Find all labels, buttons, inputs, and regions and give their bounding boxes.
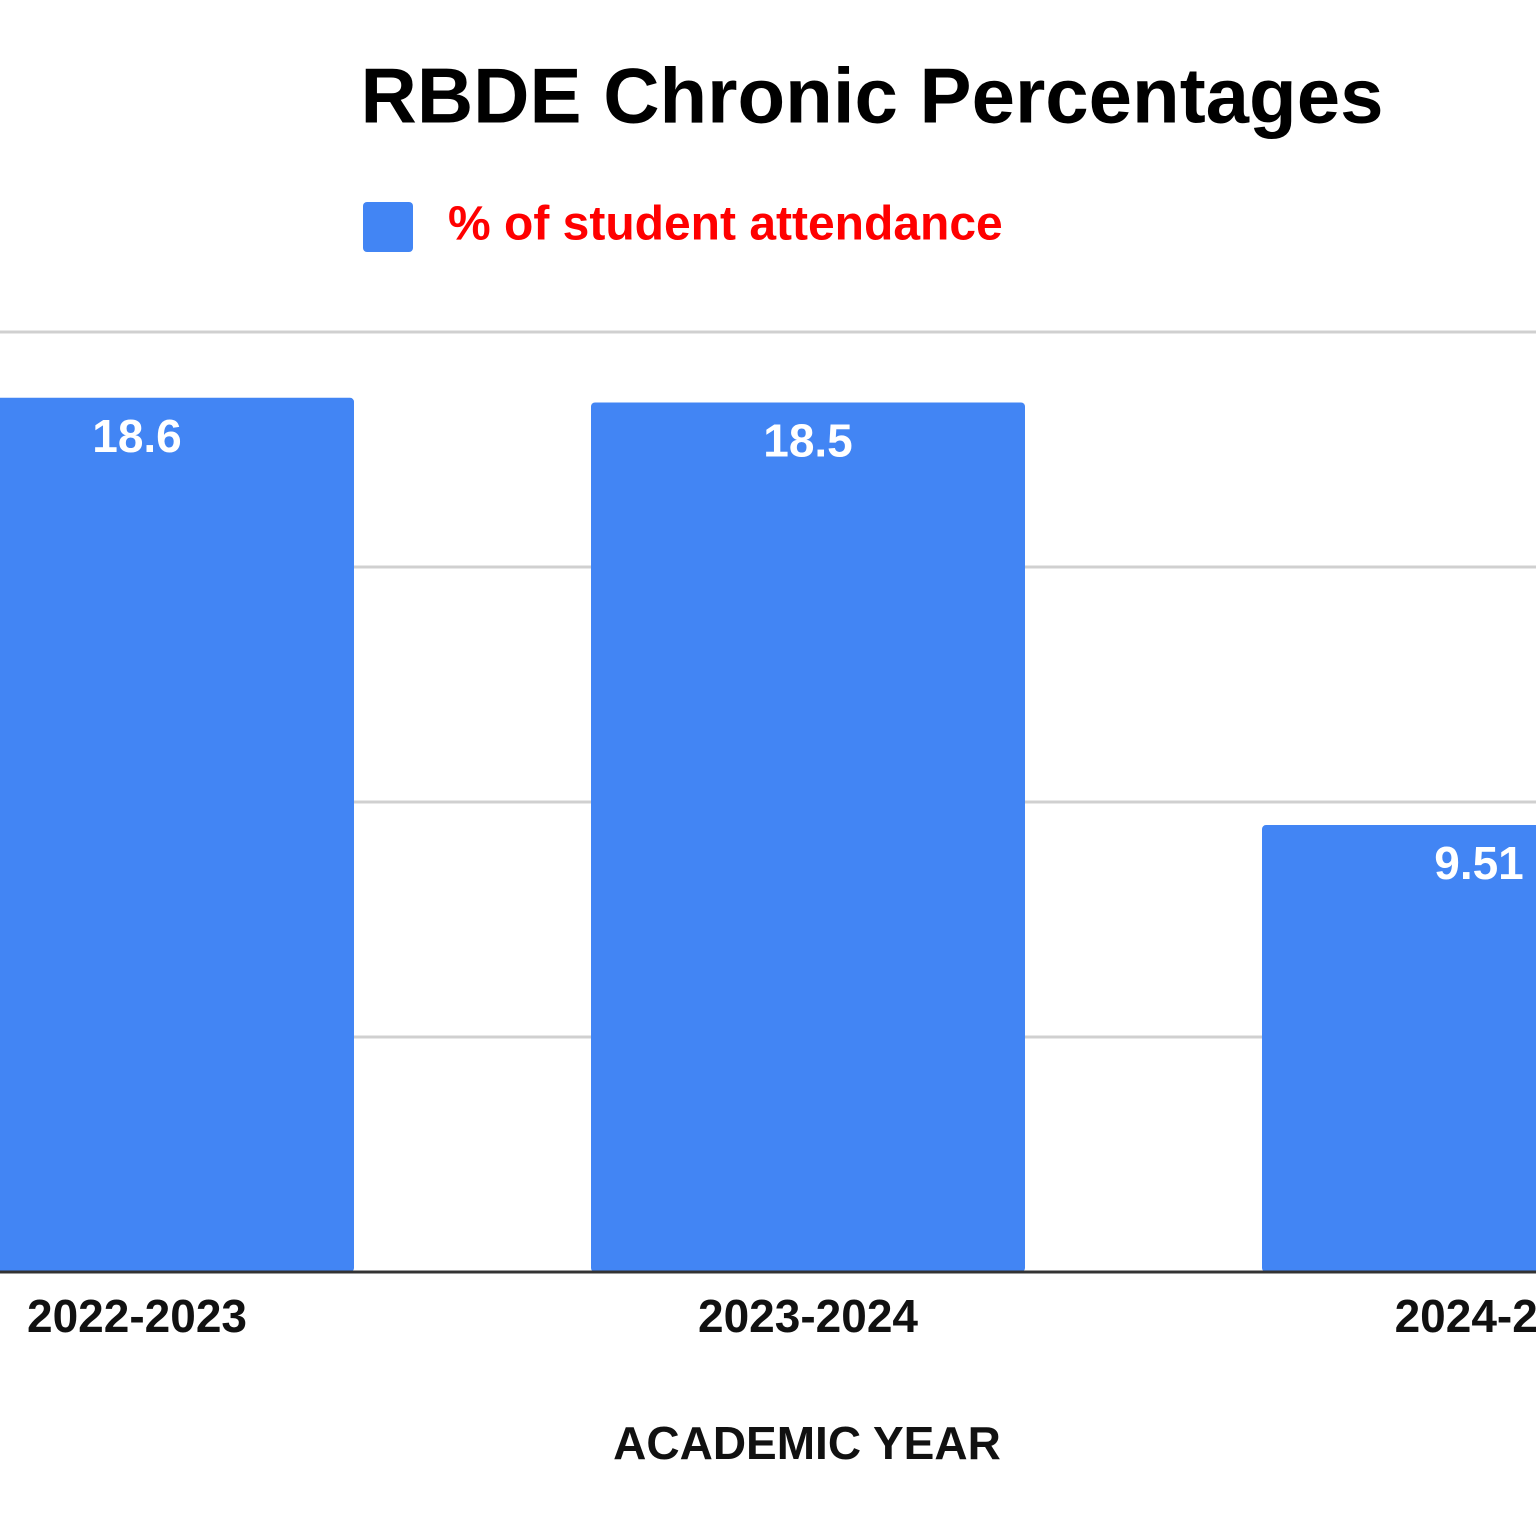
value-label: 18.5 <box>763 415 853 467</box>
x-tick-label: 2024-20 <box>1395 1290 1536 1342</box>
value-label: 18.6 <box>92 410 182 462</box>
bar <box>0 397 354 1272</box>
x-tick-label: 2022-2023 <box>27 1290 247 1342</box>
x-tick-label: 2023-2024 <box>698 1290 918 1342</box>
bar <box>591 402 1025 1272</box>
x-axis-title: ACADEMIC YEAR <box>613 1417 1001 1469</box>
bar <box>1262 825 1536 1272</box>
chart-title: RBDE Chronic Percentages <box>361 52 1384 140</box>
legend-swatch <box>363 202 413 252</box>
legend-label: % of student attendance <box>448 198 1003 251</box>
value-label: 9.51 <box>1434 837 1524 889</box>
